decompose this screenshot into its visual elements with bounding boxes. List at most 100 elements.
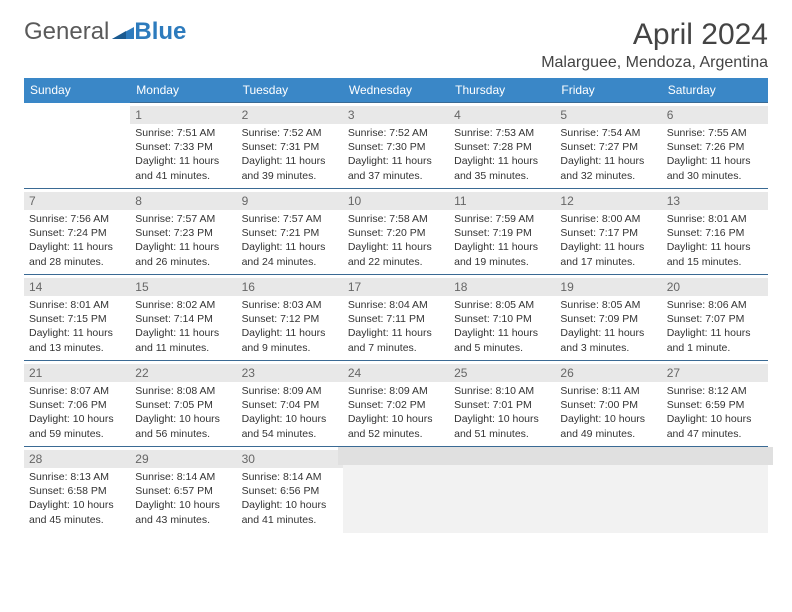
day-details: Sunrise: 7:55 AMSunset: 7:26 PMDaylight:… [667,126,763,183]
day-number: 3 [343,106,449,124]
day-number: 15 [130,278,236,296]
calendar-cell: 4 Sunrise: 7:53 AMSunset: 7:28 PMDaylight… [449,103,555,189]
calendar-cell: 19 Sunrise: 8:05 AMSunset: 7:09 PMDayligh… [555,275,661,361]
day-number: 4 [449,106,555,124]
day-details: Sunrise: 8:08 AMSunset: 7:05 PMDaylight:… [135,384,231,441]
calendar-cell: 22 Sunrise: 8:08 AMSunset: 7:05 PMDayligh… [130,361,236,447]
calendar-cell: 6 Sunrise: 7:55 AMSunset: 7:26 PMDaylight… [662,103,768,189]
day-number: 28 [24,450,130,468]
day-number: 19 [555,278,661,296]
weekday-header: Sunday [24,78,130,103]
day-details: Sunrise: 7:52 AMSunset: 7:30 PMDaylight:… [348,126,444,183]
day-number: 6 [662,106,768,124]
day-details: Sunrise: 8:13 AMSunset: 6:58 PMDaylight:… [29,470,125,527]
calendar-cell: 18 Sunrise: 8:05 AMSunset: 7:10 PMDayligh… [449,275,555,361]
calendar-cell: 14Sunrise: 8:01 AMSunset: 7:15 PMDayligh… [24,275,130,361]
calendar-cell: 13Sunrise: 8:01 AMSunset: 7:16 PMDayligh… [662,189,768,275]
calendar-row: 28 Sunrise: 8:13 AMSunset: 6:58 PMDayligh… [24,447,768,533]
day-details: Sunrise: 7:57 AMSunset: 7:23 PMDaylight:… [135,212,231,269]
day-details: Sunrise: 8:11 AMSunset: 7:00 PMDaylight:… [560,384,656,441]
calendar-cell: 24Sunrise: 8:09 AMSunset: 7:02 PMDayligh… [343,361,449,447]
page-title: April 2024 [541,18,768,52]
weekday-header: Monday [130,78,236,103]
calendar-cell: 9 Sunrise: 7:57 AMSunset: 7:21 PMDaylight… [237,189,343,275]
day-details: Sunrise: 8:06 AMSunset: 7:07 PMDaylight:… [667,298,763,355]
day-number: 27 [662,364,768,382]
day-number: 25 [449,364,555,382]
day-number: 21 [24,364,130,382]
calendar-cell: 23Sunrise: 8:09 AMSunset: 7:04 PMDayligh… [237,361,343,447]
calendar-cell: 27 Sunrise: 8:12 AMSunset: 6:59 PMDayligh… [662,361,768,447]
day-number: 11 [449,192,555,210]
day-details: Sunrise: 7:59 AMSunset: 7:19 PMDaylight:… [454,212,550,269]
calendar-cell: 15 Sunrise: 8:02 AMSunset: 7:14 PMDayligh… [130,275,236,361]
day-number: 18 [449,278,555,296]
calendar-cell: 21 Sunrise: 8:07 AMSunset: 7:06 PMDayligh… [24,361,130,447]
calendar-cell: 3 Sunrise: 7:52 AMSunset: 7:30 PMDaylight… [343,103,449,189]
calendar-cell [555,447,661,533]
brand-part1: General [24,18,109,46]
calendar-body: 1Sunrise: 7:51 AMSunset: 7:33 PMDaylight… [24,103,768,533]
calendar-cell: 28 Sunrise: 8:13 AMSunset: 6:58 PMDayligh… [24,447,130,533]
day-number: 26 [555,364,661,382]
day-number: 13 [662,192,768,210]
calendar-cell: 5 Sunrise: 7:54 AMSunset: 7:27 PMDaylight… [555,103,661,189]
weekday-header: Friday [555,78,661,103]
calendar-cell: 16 Sunrise: 8:03 AMSunset: 7:12 PMDayligh… [237,275,343,361]
calendar-cell [343,447,449,533]
day-details: Sunrise: 7:51 AMSunset: 7:33 PMDaylight:… [135,126,231,183]
calendar-row: 14Sunrise: 8:01 AMSunset: 7:15 PMDayligh… [24,275,768,361]
weekday-header: Tuesday [237,78,343,103]
day-details: Sunrise: 8:03 AMSunset: 7:12 PMDaylight:… [242,298,338,355]
day-details: Sunrise: 7:53 AMSunset: 7:28 PMDaylight:… [454,126,550,183]
day-details: Sunrise: 7:56 AMSunset: 7:24 PMDaylight:… [29,212,125,269]
day-details: Sunrise: 8:14 AMSunset: 6:56 PMDaylight:… [242,470,338,527]
calendar-row: 21 Sunrise: 8:07 AMSunset: 7:06 PMDayligh… [24,361,768,447]
day-number: 22 [130,364,236,382]
day-details: Sunrise: 7:58 AMSunset: 7:20 PMDaylight:… [348,212,444,269]
day-details: Sunrise: 8:05 AMSunset: 7:09 PMDaylight:… [560,298,656,355]
weekday-header: Wednesday [343,78,449,103]
brand-logo: General Blue [24,18,186,46]
day-details: Sunrise: 8:00 AMSunset: 7:17 PMDaylight:… [560,212,656,269]
day-details: Sunrise: 8:09 AMSunset: 7:04 PMDaylight:… [242,384,338,441]
day-details: Sunrise: 7:57 AMSunset: 7:21 PMDaylight:… [242,212,338,269]
calendar-cell: 2 Sunrise: 7:52 AMSunset: 7:31 PMDaylight… [237,103,343,189]
day-details: Sunrise: 8:10 AMSunset: 7:01 PMDaylight:… [454,384,550,441]
calendar-cell: 30 Sunrise: 8:14 AMSunset: 6:56 PMDayligh… [237,447,343,533]
day-details: Sunrise: 7:54 AMSunset: 7:27 PMDaylight:… [560,126,656,183]
day-details: Sunrise: 8:02 AMSunset: 7:14 PMDaylight:… [135,298,231,355]
day-details: Sunrise: 8:07 AMSunset: 7:06 PMDaylight:… [29,384,125,441]
calendar-table: SundayMondayTuesdayWednesdayThursdayFrid… [24,78,768,533]
calendar-cell: 20 Sunrise: 8:06 AMSunset: 7:07 PMDayligh… [662,275,768,361]
calendar-cell [662,447,768,533]
brand-part2: Blue [134,18,186,46]
calendar-cell [24,103,130,189]
day-details: Sunrise: 8:05 AMSunset: 7:10 PMDaylight:… [454,298,550,355]
day-number: 30 [237,450,343,468]
calendar-cell: 17Sunrise: 8:04 AMSunset: 7:11 PMDayligh… [343,275,449,361]
day-number: 9 [237,192,343,210]
day-number: 20 [662,278,768,296]
calendar-cell: 7 Sunrise: 7:56 AMSunset: 7:24 PMDaylight… [24,189,130,275]
calendar-cell: 29Sunrise: 8:14 AMSunset: 6:57 PMDayligh… [130,447,236,533]
day-details: Sunrise: 8:12 AMSunset: 6:59 PMDaylight:… [667,384,763,441]
day-number: 5 [555,106,661,124]
calendar-cell: 11 Sunrise: 7:59 AMSunset: 7:19 PMDayligh… [449,189,555,275]
day-number: 29 [130,450,236,468]
day-number: 17 [343,278,449,296]
day-number: 12 [555,192,661,210]
day-number: 14 [24,278,130,296]
day-number: 8 [130,192,236,210]
day-details: Sunrise: 7:52 AMSunset: 7:31 PMDaylight:… [242,126,338,183]
calendar-cell: 25 Sunrise: 8:10 AMSunset: 7:01 PMDayligh… [449,361,555,447]
brand-triangle-icon [112,18,134,46]
day-details: Sunrise: 8:09 AMSunset: 7:02 PMDaylight:… [348,384,444,441]
weekday-header: Thursday [449,78,555,103]
day-number: 10 [343,192,449,210]
calendar-row: 7 Sunrise: 7:56 AMSunset: 7:24 PMDaylight… [24,189,768,275]
weekday-header-row: SundayMondayTuesdayWednesdayThursdayFrid… [24,78,768,103]
day-number: 7 [24,192,130,210]
day-number: 16 [237,278,343,296]
day-number: 2 [237,106,343,124]
